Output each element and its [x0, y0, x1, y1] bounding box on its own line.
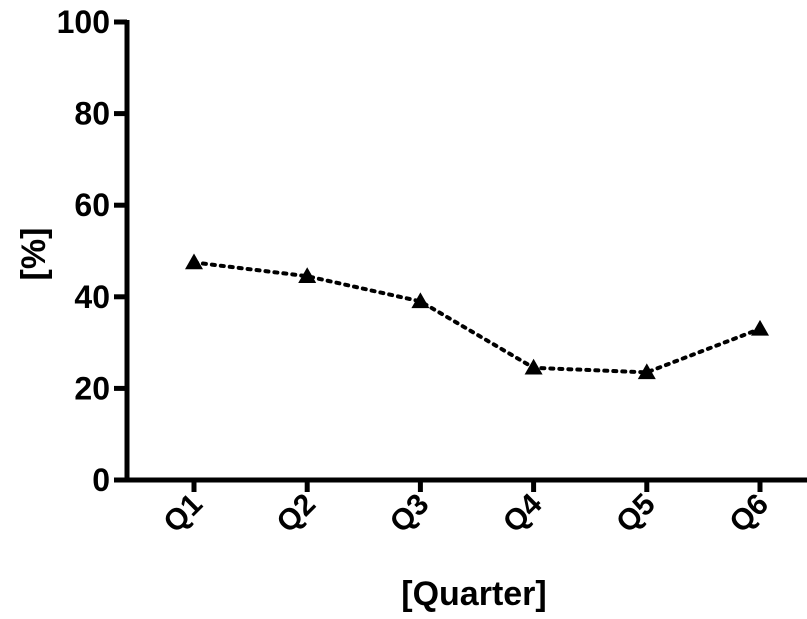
tick-marks [114, 19, 763, 492]
data-point-marker [751, 319, 769, 336]
x-axis-title: [Quarter] [401, 575, 546, 613]
x-tick-label: Q3 [384, 488, 436, 540]
y-tick-label: 80 [74, 96, 110, 132]
axes [124, 20, 807, 483]
data-point-marker [524, 358, 543, 375]
data-point-marker [185, 253, 203, 270]
y-tick-label: 20 [74, 370, 110, 406]
x-tick-label: Q1 [157, 488, 209, 540]
data-point-marker [411, 292, 430, 309]
series-line [192, 260, 762, 375]
data-point-marker [298, 267, 317, 283]
data-series [185, 253, 769, 380]
x-tick-label: Q5 [610, 488, 662, 540]
x-tick-label: Q2 [271, 488, 323, 540]
y-tick-label: 60 [74, 187, 110, 223]
data-point-marker [637, 363, 656, 380]
x-tick-label: Q4 [497, 487, 549, 539]
y-tick-label: 40 [74, 279, 110, 315]
y-axis-title: [%] [15, 228, 53, 281]
x-tick-label: Q6 [723, 488, 775, 540]
y-tick-label: 100 [57, 4, 110, 40]
y-tick-label: 0 [92, 462, 110, 498]
